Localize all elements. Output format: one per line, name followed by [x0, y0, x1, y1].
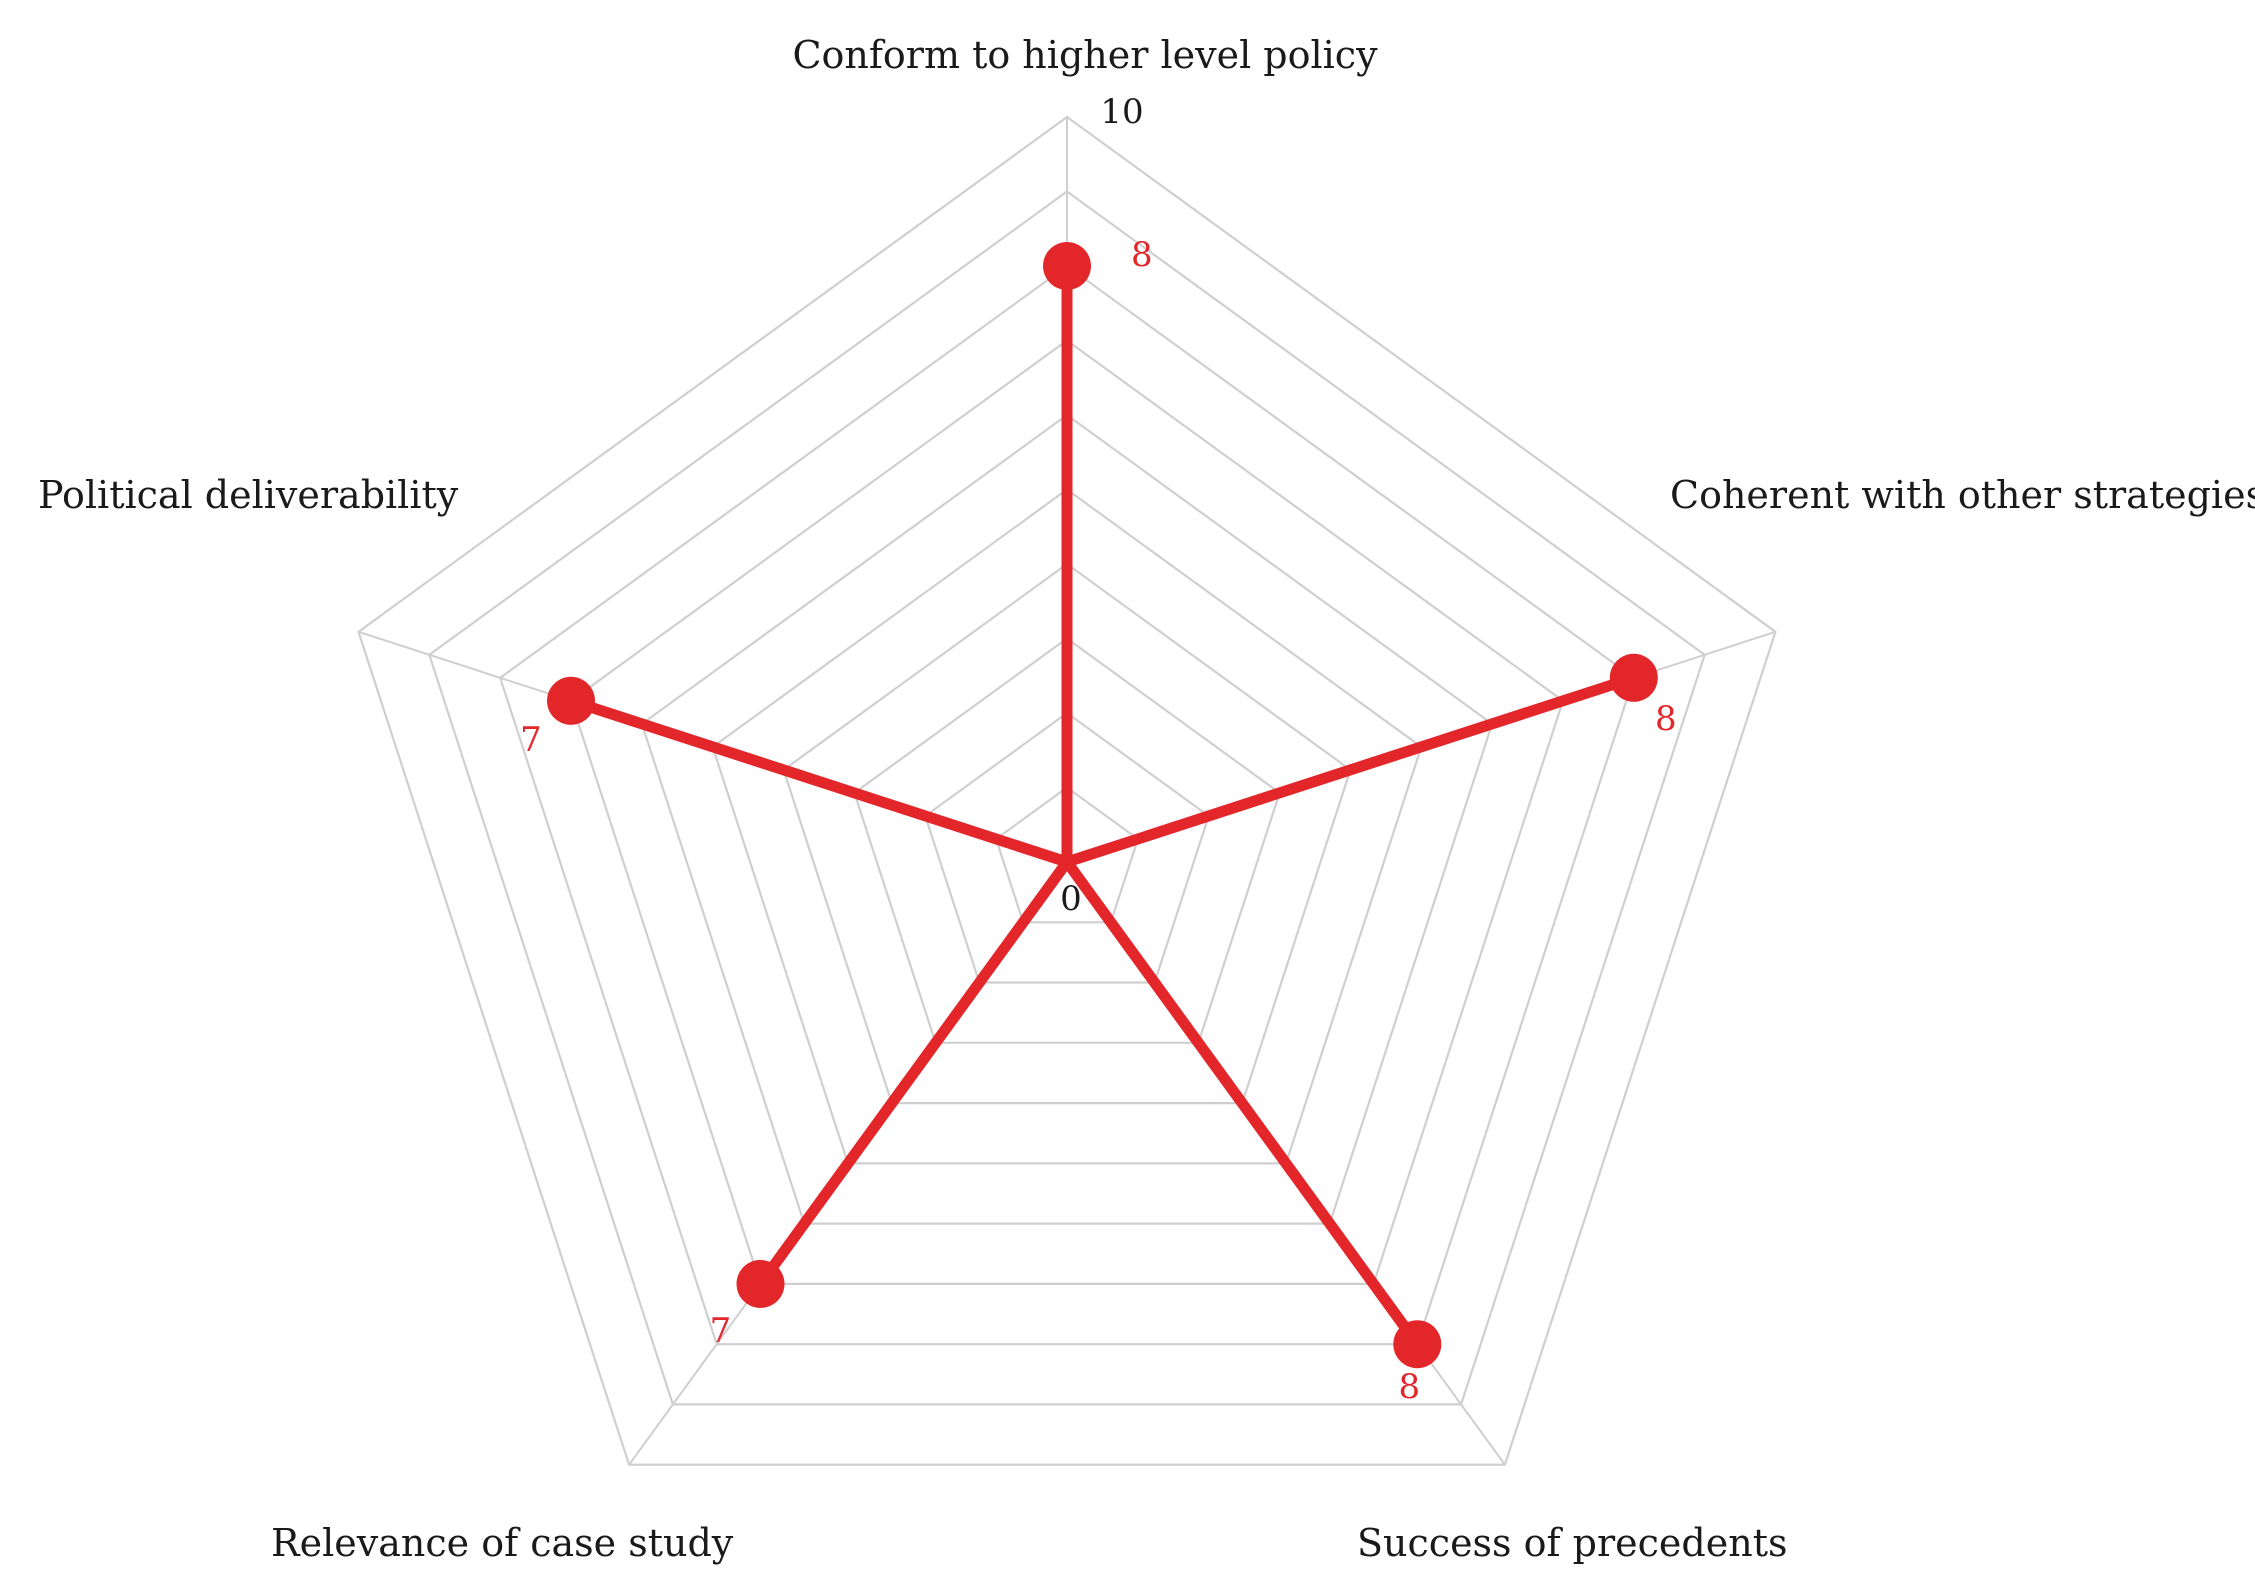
series-0-value-label-2: 8 — [1398, 1367, 1420, 1407]
series-0-spoke-2 — [1061, 856, 1423, 1350]
series-0-value-label-3: 7 — [710, 1311, 732, 1351]
grid-ring-1 — [994, 786, 1140, 924]
series-layer: 8 8 8 7 7 — [520, 235, 1676, 1407]
tick-label-layer: 0 10 — [1060, 92, 1143, 919]
axis-label-success-precedents: Success of precedents — [1357, 1521, 1787, 1565]
series-0-spoke-1 — [1061, 672, 1640, 868]
axis-label-layer: Conform to higher level policy Coherent … — [38, 33, 2255, 1565]
tick-label-max: 10 — [1100, 92, 1143, 132]
tick-label-min: 0 — [1060, 879, 1082, 919]
grid-ring-5 — [711, 488, 1423, 1165]
grid-ring-7 — [569, 339, 1565, 1286]
series-0-point-1 — [1609, 653, 1658, 702]
grid-ring-2 — [924, 711, 1210, 984]
grid-ring-9 — [428, 190, 1706, 1406]
series-0-point-0 — [1043, 242, 1091, 290]
grid-ring-6 — [640, 413, 1494, 1225]
series-0-spoke-4 — [565, 695, 1073, 868]
grid-ring-4 — [782, 562, 1352, 1105]
series-0-value-label-1: 8 — [1655, 699, 1677, 739]
grid-ring-10 — [357, 115, 1777, 1466]
axis-label-political-deliverability: Political deliverability — [38, 473, 459, 517]
series-0-point-2 — [1393, 1320, 1442, 1369]
grid-ring-8 — [498, 264, 1636, 1346]
series-0-point-4 — [547, 676, 595, 725]
axis-label-coherent-strategies: Coherent with other strategies — [1670, 473, 2255, 517]
series-0-value-label-4: 7 — [520, 720, 542, 760]
axis-label-conform-policy: Conform to higher level policy — [792, 33, 1378, 77]
axis-label-relevance-case-study: Relevance of case study — [271, 1521, 734, 1565]
series-0-point-3 — [736, 1259, 785, 1308]
grid-ring-3 — [853, 637, 1281, 1044]
series-0-value-label-0: 8 — [1131, 235, 1153, 275]
series-0-spoke-3 — [755, 856, 1073, 1290]
